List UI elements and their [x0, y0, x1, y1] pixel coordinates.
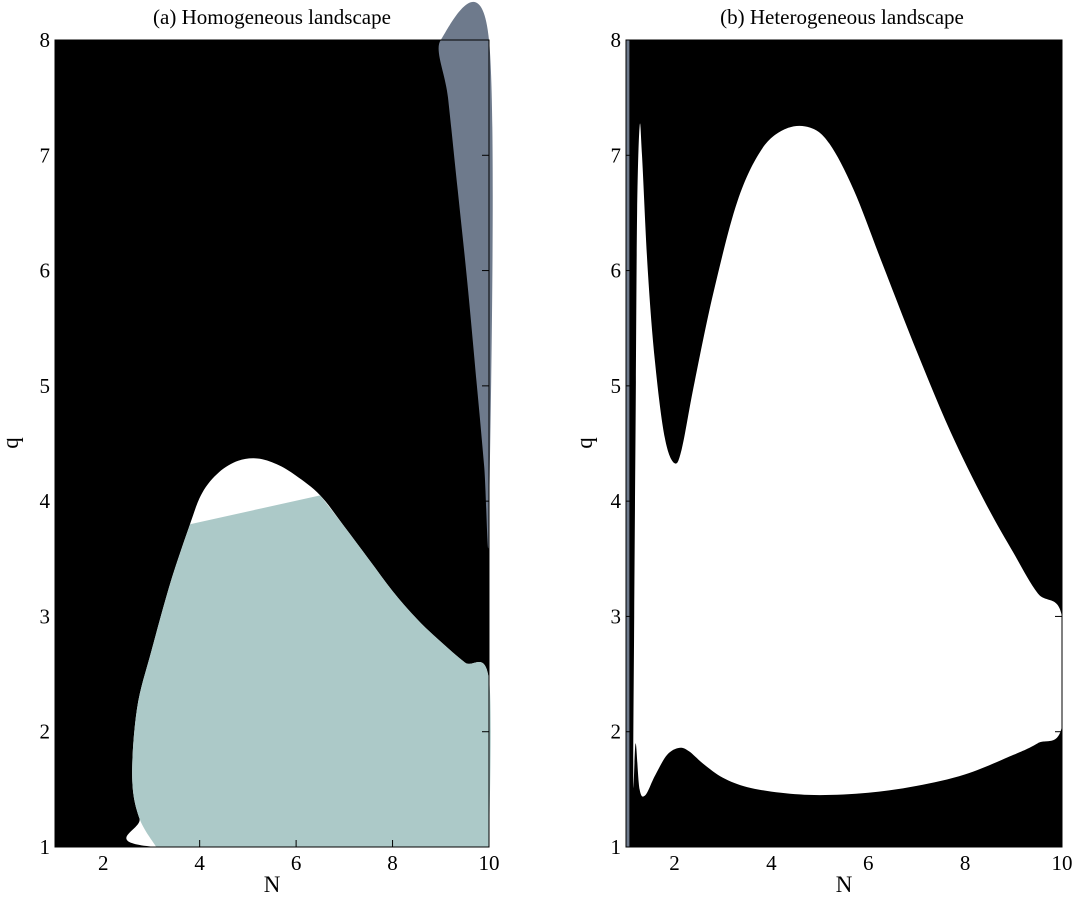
panel-a-ticks	[54, 39, 490, 848]
plot-frame	[54, 39, 490, 848]
panel-a-ytick-label: 5	[40, 374, 51, 398]
panel-a-ytick-label: 1	[40, 835, 51, 859]
panel-b-ytick-label: 3	[611, 604, 622, 628]
panel-b-x-axis-label: N	[836, 872, 853, 897]
panel-a-ytick-label: 2	[40, 720, 51, 744]
plot-frame	[625, 39, 1063, 848]
panel-b-ytick-label: 7	[611, 143, 622, 167]
panel-a-title: (a) Homogeneous landscape	[153, 5, 391, 29]
panel-a-y-axis-label: q	[0, 437, 23, 449]
panel-b-ytick-label: 5	[611, 374, 622, 398]
panel-b-xtick-label: 4	[766, 851, 777, 875]
panel-b-title: (b) Heterogeneous landscape	[720, 5, 964, 29]
panel-b-ytick-label: 6	[611, 259, 622, 283]
panel-b-xtick-label: 2	[669, 851, 680, 875]
panel-b-y-axis-label: q	[572, 437, 597, 449]
panel-a-xtick-label: 6	[291, 851, 302, 875]
panel-a-ytick-label: 6	[40, 259, 51, 283]
panel-b-xtick-label: 6	[863, 851, 874, 875]
panel-b-ytick-label: 4	[611, 489, 622, 513]
panel-a-ytick-label: 7	[40, 143, 51, 167]
panel-a-ytick-label: 4	[40, 489, 51, 513]
panel-a-xtick-label: 2	[98, 851, 109, 875]
panel-b-ytick-label: 2	[611, 720, 622, 744]
panel-a-region-slate	[438, 1, 493, 549]
panel-a: (a) Homogeneous landscape 2 4 6 8 10 1 2…	[0, 1, 515, 897]
panel-b: (b) Heterogeneous landscape 2 4 6 8 10 1…	[572, 5, 1073, 897]
panel-b-xtick-label: 10	[1052, 851, 1073, 875]
panel-a-x-axis-label: N	[264, 872, 281, 897]
panel-b-region-white	[633, 123, 1065, 797]
panel-a-ytick-label: 3	[40, 604, 51, 628]
panel-b-ticks	[625, 39, 1063, 848]
panel-a-xtick-label: 10	[479, 851, 500, 875]
panel-a-ytick-label: 8	[40, 28, 51, 52]
panel-b-xtick-label: 8	[960, 851, 971, 875]
panel-b-region-slate	[626, 40, 630, 847]
panel-a-xtick-label: 4	[194, 851, 205, 875]
panel-b-ytick-label: 8	[611, 28, 622, 52]
panel-a-xtick-label: 8	[387, 851, 398, 875]
panel-a-region-teal	[132, 495, 491, 847]
panel-b-ytick-label: 1	[611, 835, 622, 859]
